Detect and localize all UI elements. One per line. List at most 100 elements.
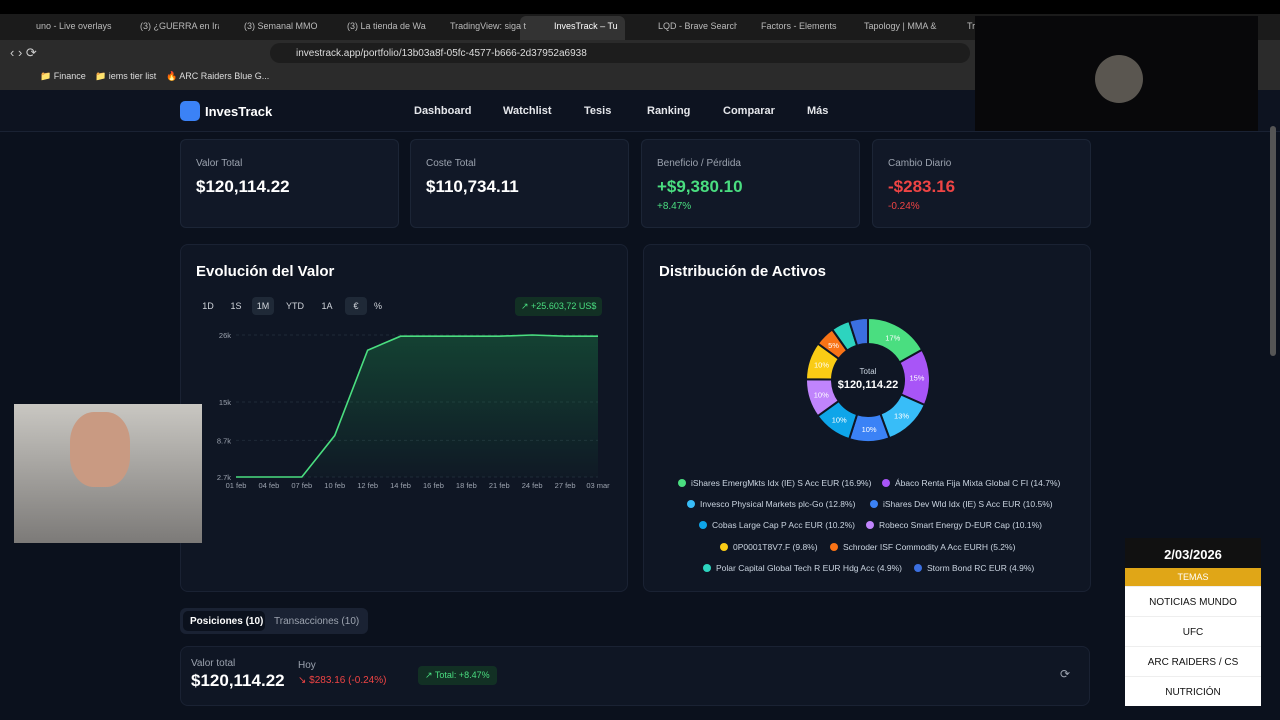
card-label: Coste Total xyxy=(426,158,476,169)
line xyxy=(236,334,598,478)
legend-swatch xyxy=(720,543,728,551)
period-button[interactable]: € xyxy=(345,297,367,315)
webcam-face xyxy=(70,412,130,487)
tab[interactable]: LQD - Brave Search xyxy=(658,21,737,31)
x-tick-label: 24 feb xyxy=(522,481,543,490)
overlay-item: NUTRICIÓN xyxy=(1125,676,1261,706)
slice-label: 10% xyxy=(862,425,877,434)
period-button[interactable]: 1M xyxy=(252,297,274,315)
slice-label: 13% xyxy=(894,412,909,421)
bookmark-label: Finance xyxy=(53,71,86,81)
stat-card: Valor Total $120,114.22 xyxy=(180,139,399,228)
stat-card: Beneficio / Pérdida +$9,380.10 +8.47% xyxy=(641,139,860,228)
nav-buttons[interactable]: ‹ › ⟳ xyxy=(10,45,37,60)
line-area xyxy=(236,335,598,477)
legend-swatch xyxy=(870,500,878,508)
overlay-item: ARC RAIDERS / CS xyxy=(1125,646,1261,676)
donut-chart: 17% 15% 13% 10% 10% 10% 10% 5% Total $120,114.22 xyxy=(804,316,931,443)
x-tick-label: 04 feb xyxy=(258,481,279,490)
legend-item: 0P0001T8V7.F (9.8%) xyxy=(720,542,818,552)
tab[interactable]: Tapology | MMA & xyxy=(864,21,937,31)
tab[interactable]: TradingView: siga t xyxy=(450,21,527,31)
stat-card: Cambio Diario -$283.16 -0.24% xyxy=(872,139,1091,228)
nav-item[interactable]: Ranking xyxy=(647,105,691,117)
gain-badge: ↗ +25.603,72 US$ xyxy=(515,297,603,316)
line-chart: 2.7k 8.7k 15k 26k 01 feb 04 feb 07 feb 10 feb 12… xyxy=(217,331,610,490)
url-bar[interactable] xyxy=(270,43,970,63)
y-tick-label: 8.7k xyxy=(217,436,231,445)
legend-label: iShares Dev Wld Idx (IE) S Acc EUR (10.5… xyxy=(883,499,1053,509)
legend-label: Storm Bond RC EUR (4.9%) xyxy=(927,563,1035,573)
bookmark[interactable]: 📁 iems tier list xyxy=(95,71,157,81)
slice-label: 15% xyxy=(909,374,924,383)
card-label: Valor Total xyxy=(196,158,243,169)
webcam-blob xyxy=(1095,55,1143,103)
nav-item[interactable]: Tesis xyxy=(584,105,612,117)
scrollbar xyxy=(1270,126,1276,356)
nav-item[interactable]: Más xyxy=(807,105,829,117)
x-tick-label: 14 feb xyxy=(390,481,411,490)
nav-item[interactable]: Comparar xyxy=(723,105,775,117)
slice-label: 10% xyxy=(832,416,847,425)
legend-item: iShares EmergMkts Idx (IE) S Acc EUR (16… xyxy=(678,478,871,488)
x-tick-label: 10 feb xyxy=(324,481,345,490)
bookmark[interactable]: 🔥 ARC Raiders Blue G... xyxy=(166,71,270,81)
today-label: Hoy xyxy=(298,660,316,671)
period-button[interactable]: YTD xyxy=(286,301,304,311)
x-tick-label: 12 feb xyxy=(357,481,378,490)
today-text: $283.16 (-0.24%) xyxy=(309,675,387,686)
logo xyxy=(180,101,200,121)
legend-label: Ábaco Renta Fija Mixta Global C FI (14.7… xyxy=(895,478,1061,488)
tab[interactable]: Transacciones (10) xyxy=(274,616,360,627)
tab[interactable]: (3) ¿GUERRA en Irá xyxy=(140,21,219,31)
slice-label: 5% xyxy=(828,341,839,350)
legend-item: Storm Bond RC EUR (4.9%) xyxy=(914,563,1034,573)
panel-title: Evolución del Valor xyxy=(196,263,335,280)
nav-item[interactable]: Dashboard xyxy=(414,105,472,117)
card-change: -0.24% xyxy=(888,201,920,212)
card-value: +$9,380.10 xyxy=(657,177,743,196)
tab-active-bg xyxy=(183,611,265,631)
legend-label: Schroder ISF Commodity A Acc EURH (5.2%) xyxy=(843,542,1016,552)
legend-swatch xyxy=(914,564,922,572)
legend-item: Polar Capital Global Tech R EUR Hdg Acc … xyxy=(703,563,902,573)
legend-label: Invesco Physical Markets plc-Go (12.8%) xyxy=(700,499,856,509)
legend-swatch xyxy=(687,500,695,508)
legend-item: Robeco Smart Energy D-EUR Cap (10.1%) xyxy=(866,520,1042,530)
nav-item[interactable]: Watchlist xyxy=(503,105,552,117)
period-button[interactable]: 1A xyxy=(321,301,333,311)
legend-label: Cobas Large Cap P Acc EUR (10.2%) xyxy=(712,520,855,530)
overlay-item: NOTICIAS MUNDO xyxy=(1125,586,1261,616)
x-tick-label: 01 feb xyxy=(226,481,247,490)
refresh[interactable]: ⟳ xyxy=(1060,667,1071,681)
legend-label: iShares EmergMkts Idx (IE) S Acc EUR (16… xyxy=(691,478,872,488)
gain-text: +25.603,72 US$ xyxy=(531,301,597,311)
tab[interactable]: Posiciones (10) xyxy=(190,616,264,627)
card-change: +8.47% xyxy=(657,201,692,212)
period-button[interactable]: 1D xyxy=(202,301,214,311)
slice-label: 17% xyxy=(885,334,900,343)
y-tick-label: 26k xyxy=(219,331,231,340)
period-button[interactable]: 1S xyxy=(230,301,242,311)
card-value: -$283.16 xyxy=(888,177,956,196)
legend-swatch xyxy=(882,479,890,487)
url: investrack.app/portfolio/13b03a8f-05fc-4… xyxy=(296,48,587,59)
legend-swatch xyxy=(703,564,711,572)
bookmark-label: ARC Raiders Blue G... xyxy=(179,71,270,81)
tab[interactable]: Factors - Elements xyxy=(761,21,837,31)
x-tick-label: 03 mar xyxy=(586,481,610,490)
donut-slice xyxy=(847,316,869,347)
x-tick-label: 16 feb xyxy=(423,481,444,490)
summary-panel xyxy=(180,646,1090,706)
donut-center-value: $120,114.22 xyxy=(838,379,899,391)
tab[interactable]: uno - Live overlays xyxy=(36,21,112,31)
bookmark[interactable]: 📁 Finance xyxy=(40,71,86,81)
today-change: ↘ $283.16 (-0.24%) xyxy=(298,675,387,686)
tab[interactable]: (3) Semanal MMO xyxy=(244,21,318,31)
legend-label: Robeco Smart Energy D-EUR Cap (10.1%) xyxy=(879,520,1042,530)
overlay-date: 2/03/2026 xyxy=(1125,538,1261,568)
period-button[interactable]: % xyxy=(373,301,382,311)
tab[interactable]: (3) La tienda de Wa xyxy=(347,21,426,31)
top-strip xyxy=(0,0,1280,14)
tab[interactable]: InvesTrack – Tu xyxy=(554,21,618,31)
